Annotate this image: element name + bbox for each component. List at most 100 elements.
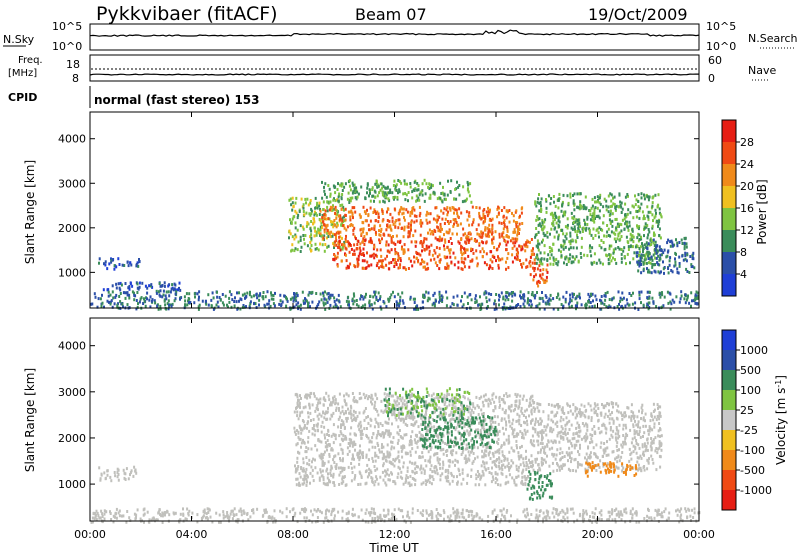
data-cell (432, 232, 435, 236)
data-cell (501, 450, 504, 454)
data-cell (314, 229, 317, 233)
data-cell (361, 432, 364, 436)
data-cell (439, 225, 442, 229)
data-cell (326, 209, 329, 213)
data-cell (371, 402, 374, 406)
data-cell (418, 436, 421, 440)
data-cell (506, 240, 509, 244)
data-cell (308, 404, 311, 408)
data-cell (403, 266, 406, 270)
data-cell (658, 248, 661, 252)
data-cell (451, 453, 454, 457)
data-cell (338, 473, 341, 477)
data-cell (443, 222, 446, 225)
data-cell (470, 200, 473, 204)
data-cell (579, 446, 581, 450)
data-cell (131, 290, 134, 294)
data-cell (402, 207, 405, 211)
data-cell (654, 270, 657, 274)
data-cell (654, 449, 657, 453)
data-cell (348, 179, 351, 183)
data-cell (371, 188, 374, 191)
data-cell (454, 399, 457, 403)
data-cell (388, 453, 391, 457)
data-cell (296, 456, 299, 460)
data-cell (201, 299, 204, 303)
data-cell (592, 215, 595, 219)
data-cell (321, 196, 324, 200)
data-cell (602, 262, 604, 266)
data-cell (625, 235, 628, 239)
data-cell (286, 299, 289, 303)
data-cell (332, 475, 335, 479)
data-cell (401, 402, 404, 406)
data-cell (332, 257, 335, 261)
data-cell (435, 468, 438, 472)
data-cell (325, 224, 328, 228)
data-cell (452, 295, 455, 299)
data-cell (397, 252, 400, 256)
data-cell (519, 245, 522, 249)
data-cell (614, 207, 617, 211)
data-cell (328, 398, 331, 402)
data-cell (343, 244, 346, 248)
data-cell (615, 261, 618, 265)
data-cell (671, 243, 674, 247)
data-cell (541, 291, 543, 294)
data-cell (540, 207, 542, 211)
data-cell (666, 290, 669, 294)
data-cell (273, 304, 276, 308)
data-cell (429, 212, 432, 216)
data-cell (540, 210, 543, 213)
data-cell (628, 220, 631, 224)
data-cell (387, 233, 390, 237)
data-cell (322, 208, 325, 212)
data-cell (347, 210, 350, 214)
data-cell (289, 232, 292, 236)
data-cell (133, 291, 135, 295)
data-cell (617, 246, 620, 249)
data-cell (410, 423, 413, 426)
data-cell (544, 451, 547, 455)
data-cell (306, 222, 309, 226)
data-cell (299, 224, 302, 228)
data-cell (507, 480, 510, 484)
data-cell (453, 197, 455, 201)
data-cell (340, 243, 343, 247)
data-cell (504, 465, 507, 469)
data-cell (369, 469, 372, 473)
data-cell (447, 240, 450, 243)
data-cell (440, 209, 443, 213)
data-cell (632, 205, 635, 209)
data-cell (422, 435, 424, 439)
data-cell (377, 455, 380, 459)
data-cell (475, 206, 478, 209)
data-cell (289, 218, 291, 222)
data-cell (501, 407, 504, 411)
data-cell (370, 303, 373, 307)
data-cell (330, 413, 333, 417)
data-cell (535, 218, 538, 222)
data-cell (526, 265, 529, 269)
data-cell (334, 191, 337, 195)
data-cell (165, 290, 168, 294)
data-cell (357, 254, 360, 258)
data-cell (583, 253, 586, 257)
data-cell (592, 212, 595, 216)
data-cell (573, 292, 575, 296)
data-cell (510, 426, 513, 430)
data-cell (616, 222, 619, 226)
data-cell (477, 223, 480, 227)
data-cell (433, 291, 436, 295)
data-cell (291, 217, 294, 221)
data-cell (626, 212, 629, 216)
data-cell (528, 303, 531, 307)
data-cell (341, 451, 344, 455)
data-cell (576, 236, 579, 239)
data-cell (446, 442, 449, 446)
data-cell (485, 449, 488, 453)
data-cell (669, 240, 672, 244)
data-cell (681, 242, 684, 245)
data-cell (521, 206, 524, 210)
data-cell (505, 267, 507, 271)
